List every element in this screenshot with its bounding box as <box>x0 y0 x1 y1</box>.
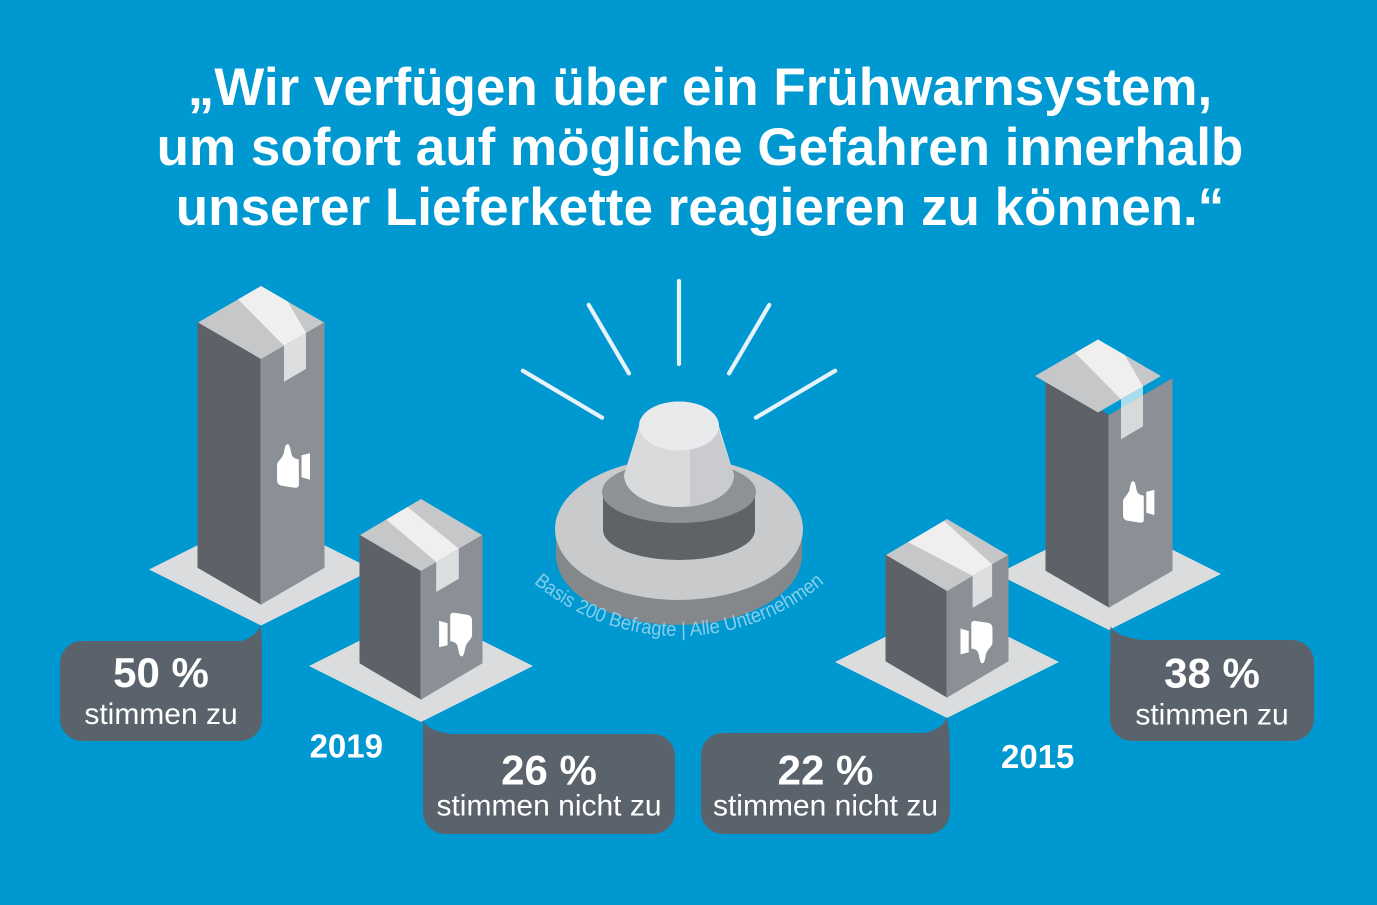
svg-text:um sofort auf mögliche Gefahre: um sofort auf mögliche Gefahren innerhal… <box>157 118 1244 177</box>
svg-text:38 %: 38 % <box>1164 650 1260 697</box>
svg-text:„Wir verfügen über ein Frühwar: „Wir verfügen über ein Frühwarnsystem, <box>188 58 1212 117</box>
svg-text:stimmen zu: stimmen zu <box>1135 699 1288 732</box>
svg-text:2019: 2019 <box>310 728 383 765</box>
svg-text:stimmen nicht zu: stimmen nicht zu <box>436 790 661 823</box>
svg-text:unserer Lieferkette reagieren: unserer Lieferkette reagieren zu können.… <box>176 178 1225 237</box>
svg-text:50 %: 50 % <box>113 649 209 696</box>
svg-text:26 %: 26 % <box>501 747 597 794</box>
svg-text:22 %: 22 % <box>778 747 874 794</box>
svg-text:2015: 2015 <box>1001 738 1074 775</box>
svg-text:stimmen zu: stimmen zu <box>84 698 237 731</box>
svg-text:stimmen nicht zu: stimmen nicht zu <box>713 790 938 823</box>
